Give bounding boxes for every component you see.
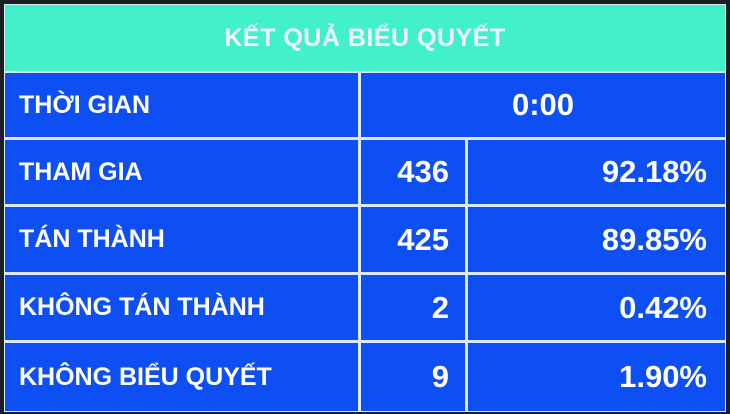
row-label-abstain: KHÔNG BIỂU QUYẾT (5, 343, 358, 411)
board-title: KẾT QUẢ BIỂU QUYẾT (5, 5, 725, 71)
time-label: THỜI GIAN (5, 73, 358, 137)
row-percent-participating: 92.18% (468, 140, 725, 204)
row-percent-disapprove: 0.42% (468, 275, 725, 340)
time-value: 0:00 (361, 73, 725, 137)
row-label-approve: TÁN THÀNH (5, 207, 358, 272)
row-count-approve: 425 (361, 207, 465, 272)
row-percent-approve: 89.85% (468, 207, 725, 272)
row-label-participating: THAM GIA (5, 140, 358, 204)
row-count-participating: 436 (361, 140, 465, 204)
row-count-disapprove: 2 (361, 275, 465, 340)
row-percent-abstain: 1.90% (468, 343, 725, 411)
row-label-disapprove: KHÔNG TÁN THÀNH (5, 275, 358, 340)
voting-results-board: KẾT QUẢ BIỂU QUYẾT THỜI GIAN 0:00 THAM G… (4, 4, 726, 412)
row-count-abstain: 9 (361, 343, 465, 411)
